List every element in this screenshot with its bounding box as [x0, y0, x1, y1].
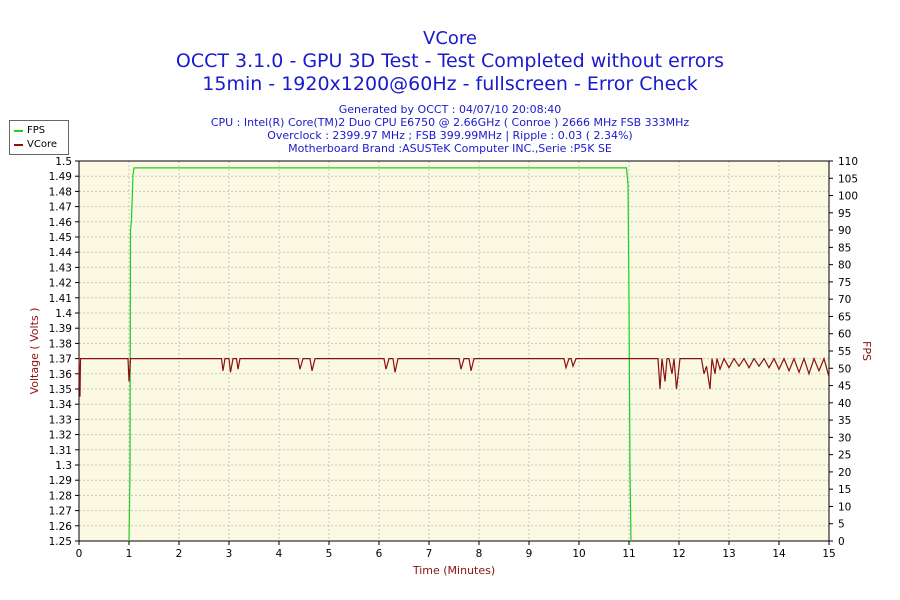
- info-overclock: Overclock : 2399.97 MHz ; FSB 399.99MHz …: [267, 129, 633, 142]
- y-right-tick-label: 5: [838, 519, 845, 531]
- y-right-tick-label: 75: [838, 277, 851, 289]
- x-tick-label: 12: [672, 548, 685, 560]
- y-left-tick-label: 1.32: [49, 430, 72, 442]
- plot-frame: [78, 160, 830, 542]
- chart-title: VCore: [423, 28, 477, 49]
- legend-label-vcore: VCore: [27, 139, 57, 150]
- y-left-tick-label: 1.46: [49, 217, 73, 229]
- y-right-tick-label: 50: [838, 363, 851, 375]
- x-tick-label: 0: [76, 548, 83, 560]
- x-tick-label: 1: [126, 548, 133, 560]
- y-left-tick-label: 1.29: [49, 475, 72, 487]
- x-tick-label: 13: [722, 548, 735, 560]
- y-right-tick-label: 45: [838, 381, 851, 393]
- y-left-tick-label: 1.26: [49, 521, 73, 533]
- y-left-tick-label: 1.27: [49, 506, 72, 518]
- y-left-tick-label: 1.39: [49, 323, 72, 335]
- y-left-tick-label: 1.48: [49, 186, 72, 198]
- y-right-tick-label: 20: [838, 467, 851, 479]
- y-right-tick-label: 80: [838, 260, 851, 272]
- legend-item-vcore: VCore: [14, 138, 57, 151]
- y-left-axis-label: Voltage ( Volts ): [28, 308, 41, 395]
- x-tick-label: 3: [226, 548, 233, 560]
- y-right-tick-label: 60: [838, 329, 851, 341]
- chart-subtitle-test: OCCT 3.1.0 - GPU 3D Test - Test Complete…: [175, 50, 725, 72]
- legend-label-fps: FPS: [27, 125, 46, 136]
- legend-swatch-vcore: [14, 143, 23, 146]
- y-left-tick-label: 1.38: [49, 338, 72, 350]
- y-right-tick-label: 65: [838, 311, 851, 323]
- y-right-tick-label: 100: [838, 191, 858, 203]
- y-left-tick-label: 1.34: [49, 399, 73, 411]
- y-right-tick-label: 90: [838, 225, 851, 237]
- y-right-tick-label: 35: [838, 415, 851, 427]
- series-line-fps: [128, 167, 632, 542]
- y-left-tick-label: 1.45: [49, 232, 72, 244]
- y-left-tick-label: 1.5: [55, 156, 72, 168]
- y-left-tick-label: 1.25: [49, 536, 72, 548]
- y-left-tick-label: 1.47: [49, 202, 72, 214]
- x-tick-label: 2: [176, 548, 183, 560]
- info-generated: Generated by OCCT : 04/07/10 20:08:40: [338, 103, 562, 116]
- y-right-tick-label: 110: [838, 156, 858, 168]
- y-left-tick-label: 1.43: [49, 262, 72, 274]
- plot-area: [79, 161, 829, 541]
- x-tick-label: 4: [276, 548, 283, 560]
- y-right-tick-label: 40: [838, 398, 851, 410]
- y-right-tick-label: 25: [838, 450, 851, 462]
- x-axis-label: Time (Minutes): [412, 564, 495, 577]
- x-tick-label: 14: [772, 548, 786, 560]
- y-right-tick-label: 55: [838, 346, 851, 358]
- y-left-tick-label: 1.35: [49, 384, 72, 396]
- y-left-tick-label: 1.42: [49, 278, 72, 290]
- x-tick-label: 7: [426, 548, 433, 560]
- y-right-tick-label: 10: [838, 501, 851, 513]
- legend-swatch-fps: [14, 129, 23, 132]
- y-right-axis-label: FPS: [860, 341, 873, 361]
- chart-subtitle-config: 15min - 1920x1200@60Hz - fullscreen - Er…: [202, 73, 698, 95]
- y-right-tick-label: 85: [838, 242, 851, 254]
- info-motherboard: Motherboard Brand :ASUSTeK Computer INC.…: [288, 142, 612, 155]
- y-left-tick-label: 1.49: [49, 171, 72, 183]
- info-cpu: CPU : Intel(R) Core(TM)2 Duo CPU E6750 @…: [210, 116, 690, 129]
- y-left-tick-label: 1.28: [49, 490, 72, 502]
- y-right-tick-label: 30: [838, 432, 851, 444]
- y-right-tick-label: 15: [838, 484, 851, 496]
- chart-legend: FPS VCore: [9, 120, 69, 155]
- y-right-tick-label: 95: [838, 208, 851, 220]
- legend-item-fps: FPS: [14, 124, 45, 137]
- y-left-tick-label: 1.44: [49, 247, 73, 259]
- x-tick-label: 6: [376, 548, 383, 560]
- y-left-tick-label: 1.36: [49, 369, 73, 381]
- x-tick-label: 8: [476, 548, 483, 560]
- x-tick-label: 11: [622, 548, 635, 560]
- x-tick-label: 9: [526, 548, 533, 560]
- y-right-tick-label: 105: [838, 173, 858, 185]
- series-line-vcore: [78, 356, 830, 397]
- x-tick-label: 5: [326, 548, 333, 560]
- y-right-tick-label: 0: [838, 536, 845, 548]
- y-right-tick-label: 70: [838, 294, 851, 306]
- x-tick-label: 10: [572, 548, 585, 560]
- x-tick-label: 15: [822, 548, 835, 560]
- y-left-tick-label: 1.33: [49, 414, 72, 426]
- y-left-tick-label: 1.41: [49, 293, 72, 305]
- y-left-tick-label: 1.31: [49, 445, 72, 457]
- y-left-tick-label: 1.3: [55, 460, 72, 472]
- y-left-tick-label: 1.4: [55, 308, 72, 320]
- y-left-tick-label: 1.37: [49, 354, 72, 366]
